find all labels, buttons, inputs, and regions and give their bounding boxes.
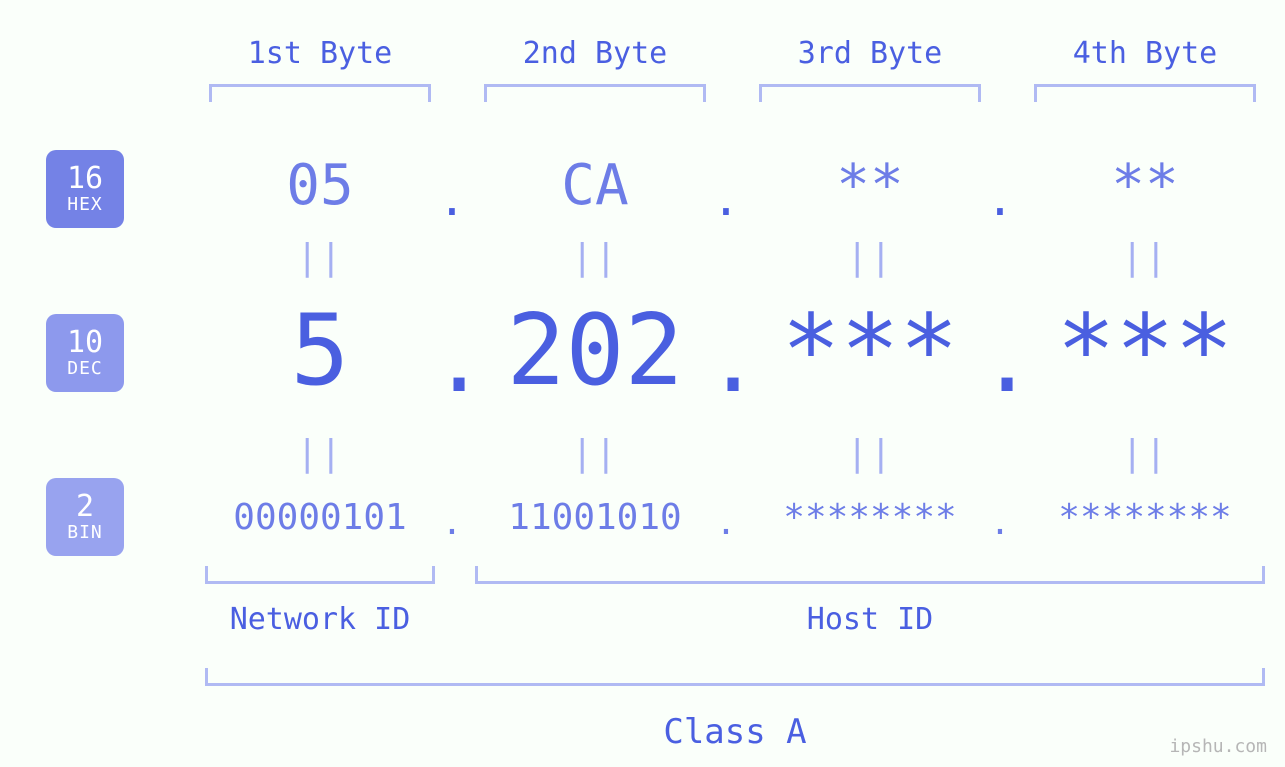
badge-hex-label: HEX — [67, 196, 103, 214]
badge-hex: 16 HEX — [46, 150, 124, 228]
bin-byte-4: ******** — [1010, 500, 1280, 536]
dot-separator: . — [711, 176, 741, 222]
bin-byte-2: 11001010 — [460, 500, 730, 536]
equals-icon: || — [1010, 436, 1280, 472]
dec-byte-2: 202 — [460, 302, 730, 400]
equals-icon: || — [185, 436, 455, 472]
top-bracket-2 — [484, 84, 706, 102]
bracket-icon — [475, 566, 1265, 584]
byte-col-2: 2nd Byte CA || 202 || 11001010 — [460, 0, 730, 767]
bin-byte-1: 00000101 — [185, 500, 455, 536]
hex-byte-4: ** — [1010, 158, 1280, 214]
equals-icon: || — [185, 240, 455, 276]
dot-separator: . — [985, 506, 1015, 540]
bracket-icon — [205, 566, 435, 584]
byte-label-4: 4th Byte — [1010, 36, 1280, 71]
dot-separator: . — [437, 176, 467, 222]
top-bracket-1 — [209, 84, 431, 102]
byte-col-4: 4th Byte ** || *** || ******** — [1010, 0, 1280, 767]
equals-icon: || — [460, 436, 730, 472]
top-bracket-4 — [1034, 84, 1256, 102]
byte-col-3: 3rd Byte ** || *** || ******** — [735, 0, 1005, 767]
equals-icon: || — [735, 240, 1005, 276]
equals-icon: || — [735, 436, 1005, 472]
badge-bin-label: BIN — [67, 524, 103, 542]
hex-byte-1: 05 — [185, 158, 455, 214]
watermark: ipshu.com — [1169, 736, 1267, 757]
byte-col-1: 1st Byte 05 || 5 || 00000101 — [185, 0, 455, 767]
host-id-label: Host ID — [475, 602, 1265, 637]
bracket-icon — [205, 668, 1265, 686]
hex-byte-2: CA — [460, 158, 730, 214]
badge-bin: 2 BIN — [46, 478, 124, 556]
ip-diagram: { "colors": { "background": "#fafffa", "… — [0, 0, 1285, 767]
hex-byte-3: ** — [735, 158, 1005, 214]
equals-icon: || — [1010, 240, 1280, 276]
network-id-label: Network ID — [205, 602, 435, 637]
top-bracket-3 — [759, 84, 981, 102]
badge-hex-num: 16 — [67, 164, 103, 194]
class-label: Class A — [205, 712, 1265, 752]
dec-byte-3: *** — [735, 302, 1005, 400]
byte-label-2: 2nd Byte — [460, 36, 730, 71]
badge-bin-num: 2 — [76, 492, 94, 522]
byte-label-1: 1st Byte — [185, 36, 455, 71]
dec-byte-4: *** — [1010, 302, 1280, 400]
dot-separator: . — [985, 176, 1015, 222]
dot-separator: . — [711, 506, 741, 540]
equals-icon: || — [460, 240, 730, 276]
bin-byte-3: ******** — [735, 500, 1005, 536]
byte-label-3: 3rd Byte — [735, 36, 1005, 71]
dot-separator: . — [706, 316, 746, 406]
badge-dec: 10 DEC — [46, 314, 124, 392]
badge-dec-num: 10 — [67, 328, 103, 358]
dot-separator: . — [432, 316, 472, 406]
dec-byte-1: 5 — [185, 302, 455, 400]
dot-separator: . — [980, 316, 1020, 406]
badge-dec-label: DEC — [67, 360, 103, 378]
dot-separator: . — [437, 506, 467, 540]
